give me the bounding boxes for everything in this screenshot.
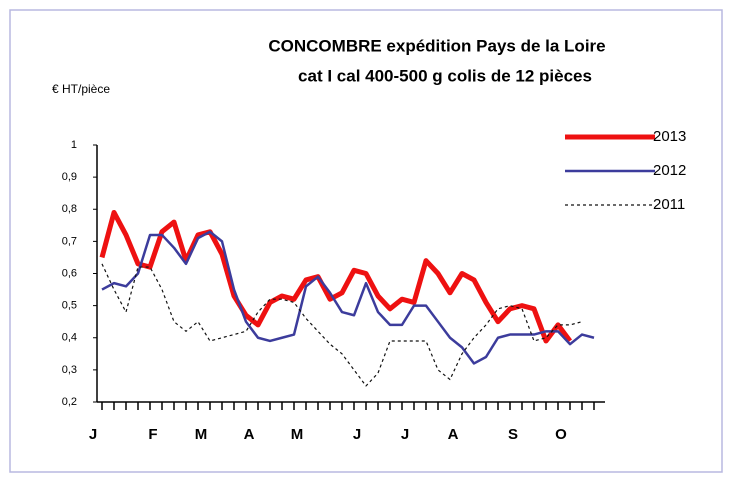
x-tick-label: F (148, 426, 157, 443)
x-tick-label: O (555, 426, 567, 443)
x-tick-label: A (244, 426, 255, 443)
x-tick-label: M (195, 426, 208, 443)
y-tick-label: 0,5 (62, 300, 77, 312)
chart-title: CONCOMBRE expédition Pays de la Loire (268, 36, 605, 55)
x-tick-label: J (89, 426, 97, 443)
legend-label: 2012 (653, 162, 686, 179)
y-tick-label: 0,2 (62, 396, 77, 408)
y-tick-label: 0,9 (62, 171, 77, 183)
x-tick-label: J (401, 426, 409, 443)
chart-subtitle: cat I cal 400-500 g colis de 12 pièces (298, 66, 592, 85)
y-tick-label: 0,6 (62, 267, 77, 279)
y-axis-label: € HT/pièce (52, 82, 110, 96)
legend-label: 2011 (653, 196, 685, 213)
x-tick-label: S (508, 426, 518, 443)
series-line (101, 230, 595, 365)
x-tick-label: J (353, 426, 361, 443)
y-tick-label: 0,4 (62, 332, 77, 344)
x-tick-label: M (291, 426, 304, 443)
series-line (99, 209, 573, 344)
series-line (101, 263, 583, 387)
x-tick-label: A (448, 426, 459, 443)
y-tick-label: 0,7 (62, 235, 77, 247)
y-tick-label: 0,3 (62, 364, 77, 376)
y-tick-label: 1 (71, 139, 77, 151)
y-tick-label: 0,8 (62, 203, 77, 215)
legend-label: 2013 (653, 128, 686, 145)
frame (9, 9, 723, 473)
